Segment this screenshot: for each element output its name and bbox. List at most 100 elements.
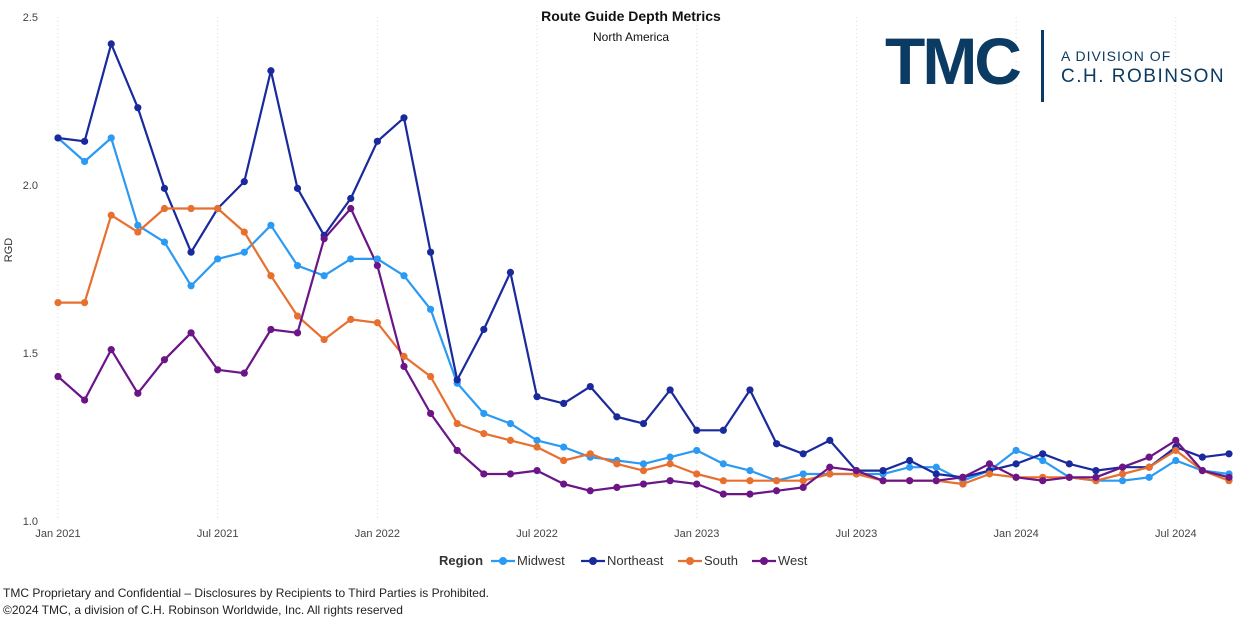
data-point-midwest [1012, 446, 1020, 455]
data-point-west [1225, 473, 1233, 481]
x-tick-label: Jul 2024 [1155, 528, 1197, 540]
data-point-northeast [506, 268, 515, 276]
data-point-south [320, 335, 328, 344]
x-tick-label: Jul 2021 [197, 528, 239, 540]
data-point-northeast [347, 194, 355, 203]
y-axis-ticks: 1.0 1.5 2.0 2.5 [23, 12, 38, 528]
y-tick-label: 1.5 [23, 348, 38, 360]
data-point-midwest [267, 221, 275, 229]
series-line-northeast [57, 42, 1230, 479]
data-point-northeast [293, 184, 302, 192]
data-point-midwest [81, 157, 89, 166]
data-point-midwest [560, 443, 568, 451]
data-point-west [1198, 467, 1206, 475]
data-point-west [1092, 473, 1100, 481]
data-point-west [480, 470, 488, 478]
data-point-northeast [639, 419, 648, 428]
data-point-west [426, 409, 435, 418]
data-point-northeast [719, 426, 727, 434]
data-point-west [1065, 473, 1073, 481]
logo-wordmark: TMC [885, 24, 1022, 98]
data-point-midwest [320, 272, 328, 280]
logo-division-label: A DIVISION OF [1061, 48, 1172, 64]
data-point-midwest [426, 305, 435, 313]
data-point-west [373, 262, 381, 270]
data-point-west [81, 396, 89, 404]
data-point-south [826, 470, 834, 478]
y-tick-label: 1.0 [23, 516, 38, 528]
data-point-south [666, 460, 674, 468]
data-point-south [426, 372, 435, 381]
data-point-midwest [160, 238, 169, 246]
data-point-northeast [426, 248, 435, 256]
footer-copyright: ©2024 TMC, a division of C.H. Robinson W… [3, 603, 403, 617]
data-point-south [613, 460, 621, 468]
legend-swatch-west [760, 557, 768, 565]
data-point-northeast [373, 137, 381, 145]
data-point-south [453, 419, 461, 428]
legend-label-west[interactable]: West [778, 553, 808, 568]
data-point-west [214, 366, 222, 374]
legend-title: Region [439, 553, 483, 568]
data-point-northeast [267, 67, 275, 75]
data-point-south [54, 299, 62, 307]
data-point-west [985, 460, 994, 468]
data-point-northeast [160, 184, 169, 192]
chart-subtitle: North America [592, 30, 670, 44]
data-point-south [799, 477, 807, 485]
data-point-west [453, 446, 461, 455]
data-point-northeast [826, 436, 834, 444]
data-point-midwest [639, 460, 648, 468]
data-point-west [746, 490, 754, 498]
chart-title: Route Guide Depth Metrics [541, 8, 721, 24]
data-point-northeast [81, 137, 89, 145]
data-point-west [1145, 453, 1153, 461]
data-point-west [772, 487, 781, 495]
data-point-west [852, 467, 861, 475]
data-point-northeast [107, 40, 115, 48]
data-point-northeast [533, 393, 541, 401]
data-point-west [959, 473, 967, 481]
data-point-west [639, 480, 648, 488]
data-point-south [267, 272, 275, 280]
data-point-midwest [1039, 456, 1047, 465]
data-point-northeast [879, 467, 887, 475]
x-axis-ticks: Jan 2021 Jul 2021 Jan 2022 Jul 2022 Jan 2023… [35, 528, 1196, 540]
series-line-west [57, 207, 1230, 496]
data-point-west [1039, 477, 1047, 485]
data-point-west [799, 483, 807, 491]
data-point-northeast [1012, 460, 1020, 468]
x-tick-label: Jul 2022 [516, 528, 558, 540]
data-point-south [586, 450, 594, 458]
data-point-midwest [932, 463, 940, 471]
data-point-northeast [54, 134, 62, 142]
data-point-south [1145, 463, 1153, 471]
data-point-south [560, 456, 568, 465]
legend-label-midwest[interactable]: Midwest [517, 553, 565, 568]
data-point-northeast [693, 426, 701, 434]
x-tick-label: Jan 2024 [993, 528, 1038, 540]
data-point-south [772, 477, 781, 485]
data-point-midwest [666, 453, 674, 461]
data-point-south [746, 477, 754, 485]
data-point-midwest [506, 419, 515, 428]
data-point-west [1118, 463, 1127, 471]
data-point-south [134, 228, 142, 236]
data-point-midwest [293, 262, 302, 270]
data-point-northeast [1092, 467, 1100, 475]
data-point-northeast [1039, 450, 1047, 458]
x-tick-label: Jan 2023 [674, 528, 719, 540]
data-point-south [480, 430, 488, 438]
data-point-midwest [134, 221, 142, 229]
data-point-northeast [932, 470, 940, 478]
legend-label-northeast[interactable]: Northeast [607, 553, 664, 568]
y-axis-label: RGD [3, 238, 15, 263]
series-line-midwest [57, 136, 1230, 482]
legend-label-south[interactable]: South [704, 553, 738, 568]
data-point-west [613, 483, 621, 491]
data-point-midwest [719, 460, 727, 468]
data-point-northeast [1198, 453, 1206, 461]
data-point-west [560, 480, 568, 488]
data-point-northeast [480, 325, 488, 334]
data-point-west [267, 325, 275, 334]
